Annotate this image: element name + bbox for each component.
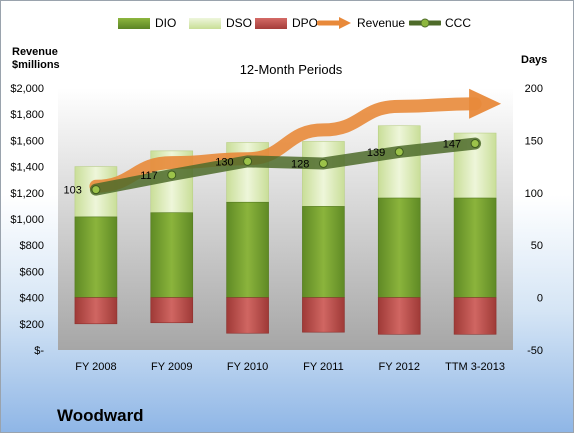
legend-ccc-icon (409, 18, 441, 28)
bar-dso (302, 141, 345, 207)
legend-label-ccc: CCC (445, 16, 471, 30)
legend-item-dio: DIO (118, 11, 176, 35)
ccc-data-label: 139 (367, 147, 385, 159)
legend-item-ccc: CCC (409, 11, 471, 35)
left-tick-label: $1,000 (10, 214, 44, 226)
bar-dso (377, 125, 421, 199)
ccc-point (318, 158, 328, 168)
right-tick-label: 150 (525, 135, 543, 147)
legend-swatch-dso (189, 17, 221, 29)
bar-dpo (377, 297, 421, 335)
ccc-data-label: 128 (291, 158, 309, 170)
category-label: FY 2010 (227, 361, 268, 373)
bar-dpo (453, 297, 497, 335)
bar-dio (74, 216, 118, 298)
ccc-data-label: 147 (443, 139, 461, 151)
legend-item-revenue: Revenue (317, 11, 405, 35)
revenue-arrowhead (469, 88, 502, 119)
legend-item-dso: DSO (189, 11, 252, 35)
legend-swatch-dpo (255, 17, 287, 29)
ccc-point (394, 147, 404, 157)
right-tick-label: 50 (531, 240, 543, 252)
ccc-data-label: 117 (140, 170, 158, 182)
right-axis-title: Days (521, 54, 548, 66)
left-tick-label: $200 (20, 319, 44, 331)
bar-dpo (302, 297, 345, 333)
plot-area (58, 88, 513, 350)
legend: DIO DSO DPO Revenue CCC (1, 11, 573, 35)
ccc-data-label: 130 (215, 156, 233, 168)
right-tick-label: 200 (525, 83, 543, 95)
bar-dio (226, 201, 269, 298)
legend-swatch-dio (118, 17, 150, 29)
revenue-line (89, 97, 482, 193)
category-label: TTM 3-2013 (445, 361, 505, 373)
category-label: FY 2009 (151, 361, 192, 373)
category-label: FY 2012 (379, 361, 420, 373)
left-tick-label: $1,200 (10, 188, 44, 200)
bar-dio (453, 197, 497, 298)
legend-label-dpo: DPO (292, 16, 319, 30)
chart-subtitle: 12-Month Periods (239, 62, 343, 77)
left-tick-label: $2,000 (10, 83, 44, 95)
bar-dpo (226, 297, 269, 334)
company-name: Woodward (57, 406, 144, 425)
left-tick-label: $1,800 (10, 109, 44, 121)
bar-dpo (74, 297, 118, 325)
category-label: FY 2008 (75, 361, 116, 373)
bar-dio (377, 197, 421, 298)
left-tick-label: $- (34, 345, 44, 357)
legend-label-dso: DSO (226, 16, 253, 30)
ccc-point (91, 185, 101, 195)
bar-dio (302, 206, 345, 298)
ccc-point (470, 139, 480, 149)
left-tick-label: $600 (20, 266, 44, 278)
right-tick-label: 100 (525, 188, 543, 200)
legend-label-dio: DIO (155, 16, 177, 30)
left-tick-label: $1,400 (10, 162, 44, 174)
chart-svg: 103 117 130 128 139 147 $- $200 $400 $600 $800 $1,… (10, 83, 543, 373)
category-label: FY 2011 (303, 361, 344, 373)
ccc-point (243, 156, 253, 166)
legend-label-revenue: Revenue (357, 16, 406, 30)
ccc-line (89, 137, 482, 196)
bar-dpo (150, 297, 194, 324)
ccc-point (167, 170, 177, 180)
ccc-data-label: 103 (64, 185, 82, 197)
legend-item-dpo: DPO (255, 11, 318, 35)
left-axis-title: Revenue $millions (12, 46, 60, 71)
right-tick-label: -50 (527, 345, 543, 357)
left-tick-label: $800 (20, 240, 44, 252)
left-tick-label: $1,600 (10, 135, 44, 147)
left-tick-label: $400 (20, 293, 44, 305)
right-tick-label: 0 (537, 293, 543, 305)
legend-arrow-icon (317, 17, 351, 29)
bar-dio (150, 212, 194, 298)
